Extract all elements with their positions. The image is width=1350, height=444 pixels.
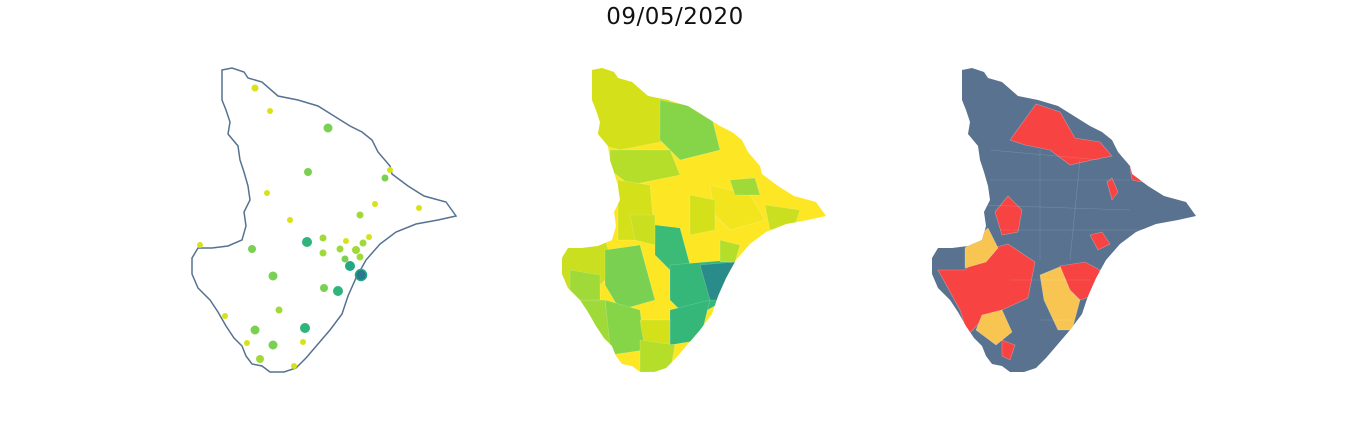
bubble-point [356, 211, 364, 219]
bubble-point [372, 201, 378, 207]
municipality-region [689, 194, 716, 236]
map-points-panel [191, 67, 458, 373]
municipality-region [569, 269, 601, 301]
bubble-point [319, 249, 327, 257]
bubble-point [304, 168, 312, 176]
bubble-point [267, 108, 273, 114]
bubble-point [300, 339, 306, 345]
municipality-region [1009, 103, 1113, 166]
bubble-point [291, 363, 297, 369]
bubble-point [268, 271, 278, 281]
bubble-point [343, 238, 349, 244]
bubble-point [244, 340, 250, 346]
municipality-region [1106, 177, 1119, 201]
municipality-region [604, 244, 656, 311]
bubble-point [300, 323, 310, 333]
municipality-region [574, 299, 611, 346]
state-outline [191, 67, 458, 373]
bubble-point [222, 313, 228, 319]
bubble-point [248, 245, 256, 253]
bubble-point [341, 255, 349, 263]
municipality-region [729, 177, 761, 196]
municipality-region [1089, 231, 1111, 251]
municipality-region [1129, 167, 1143, 183]
bubble-point [416, 205, 422, 211]
municipality-region [584, 68, 671, 151]
map-choropleth-panel [562, 68, 826, 372]
bubble-point [359, 239, 367, 247]
boundary-line [979, 204, 1131, 211]
bubble-point [268, 340, 278, 350]
bubble-point [352, 246, 360, 254]
bubble-point [197, 242, 203, 248]
municipality-region [639, 339, 676, 372]
bubble-point [287, 217, 293, 223]
page-title: 09/05/2020 [606, 4, 744, 30]
bubble-point [251, 84, 259, 92]
municipality-region [1001, 339, 1016, 361]
bubble-point [333, 286, 343, 296]
boundary-line [989, 149, 1101, 161]
bubble-point [275, 306, 283, 314]
bubble-point [381, 174, 389, 182]
bubble-point [323, 123, 333, 133]
bubble-point [319, 234, 327, 242]
bubble-layer [197, 84, 422, 369]
bubble-point [256, 355, 264, 363]
bubble-point [356, 253, 364, 261]
municipality-region [629, 214, 656, 246]
bubble-point [387, 167, 393, 173]
municipality-region [975, 309, 1013, 346]
bubble-point [366, 234, 372, 240]
bubble-point [264, 190, 270, 196]
bubble-point [302, 237, 312, 247]
status-base [932, 68, 1196, 372]
bubble-point [320, 284, 328, 292]
bubble-point [345, 261, 355, 271]
boundary-line [1069, 159, 1081, 261]
map-status-panel [932, 68, 1196, 372]
municipality-region [994, 195, 1023, 236]
bubble-point [354, 268, 368, 282]
bubble-point [250, 325, 260, 335]
bubble-point [336, 245, 344, 253]
